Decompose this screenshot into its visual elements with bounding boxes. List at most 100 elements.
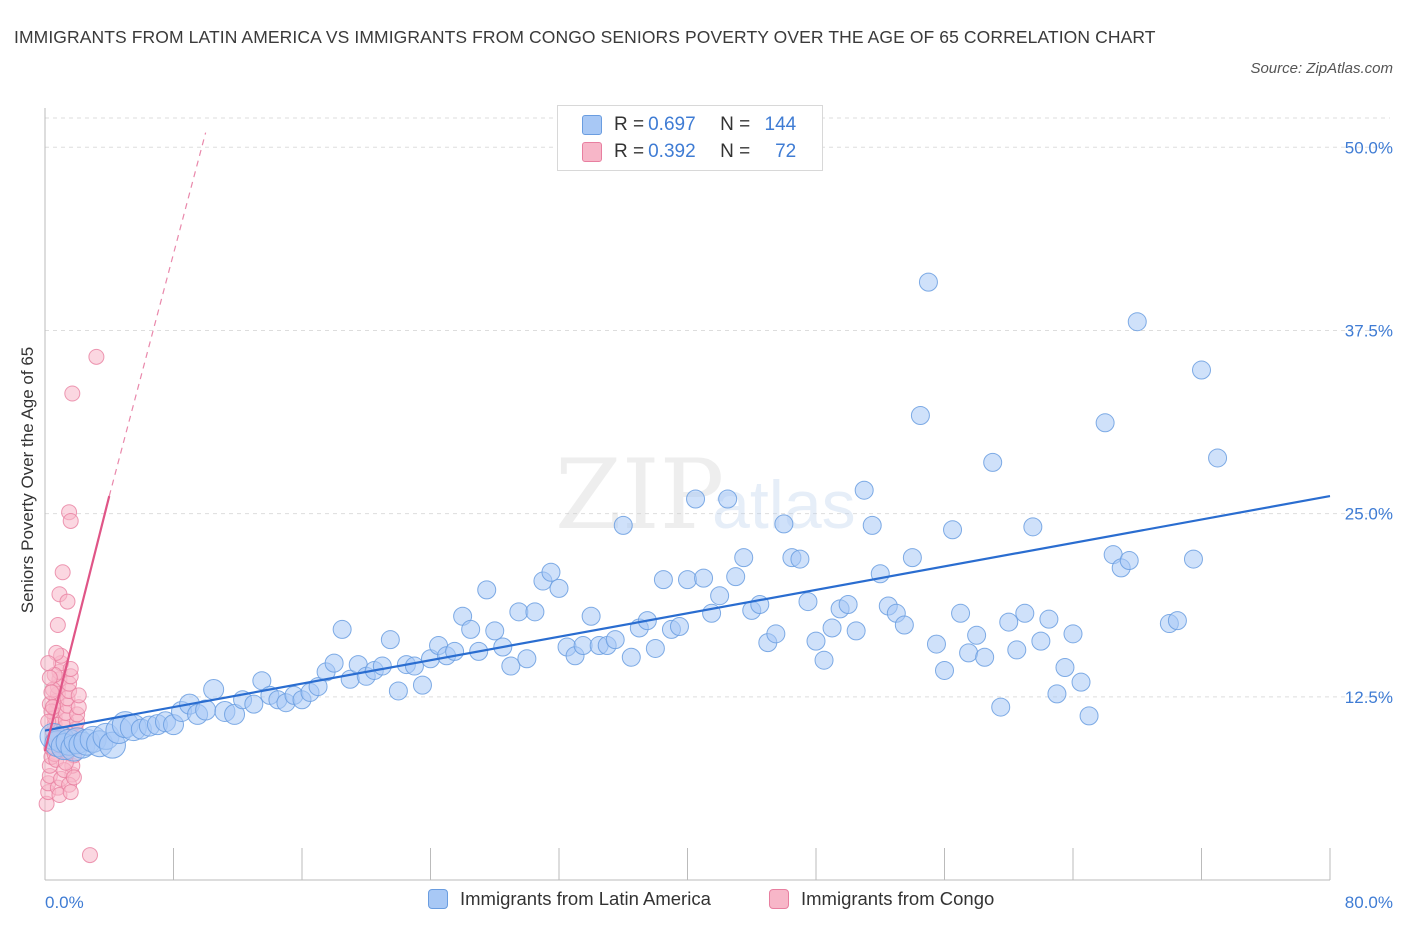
latin-america-point xyxy=(686,489,706,509)
latin-america-point xyxy=(1119,551,1139,571)
legend-row-congo: R = 0.392 N = 72 xyxy=(582,139,796,165)
legend-swatch-blue xyxy=(428,889,448,909)
latin-america-point xyxy=(822,618,842,638)
x-tick-label-max: 80.0% xyxy=(1345,893,1393,912)
latin-america-trendline xyxy=(44,494,1331,732)
legend-n-value: 144 xyxy=(764,114,797,135)
latin-america-point xyxy=(1047,684,1067,704)
latin-america-point xyxy=(581,606,601,626)
legend-item-congo[interactable]: Immigrants from Congo xyxy=(769,888,994,910)
latin-america-point xyxy=(613,515,633,535)
latin-america-point xyxy=(967,625,987,645)
legend-n-value: 72 xyxy=(775,141,797,162)
congo-points xyxy=(38,348,105,864)
latin-america-point xyxy=(838,595,858,615)
legend-r-label: R = xyxy=(614,114,645,135)
congo-point xyxy=(59,593,76,610)
latin-america-point xyxy=(1023,517,1043,537)
latin-america-point xyxy=(244,694,264,714)
legend-row-latin-america: R = 0.697 N = 144 xyxy=(582,112,796,138)
congo-point xyxy=(41,669,58,686)
latin-america-point xyxy=(1015,603,1035,623)
legend-item-latin-america[interactable]: Immigrants from Latin America xyxy=(428,888,711,910)
latin-america-point xyxy=(1127,312,1147,332)
latin-america-point xyxy=(203,679,225,700)
latin-america-point xyxy=(918,272,938,292)
latin-america-point xyxy=(653,570,673,590)
legend-swatch-pink xyxy=(769,889,789,909)
congo-point xyxy=(62,784,79,801)
legend-r-value: 0.392 xyxy=(648,141,696,162)
latin-america-point xyxy=(485,621,505,641)
latin-america-point xyxy=(1183,549,1203,569)
legend-r-label: R = xyxy=(614,141,645,162)
y-tick-label: 12.5% xyxy=(1345,688,1393,707)
latin-america-point xyxy=(509,602,529,622)
congo-point xyxy=(43,684,60,701)
chart-title: IMMIGRANTS FROM LATIN AMERICA VS IMMIGRA… xyxy=(14,27,1156,47)
congo-point xyxy=(40,655,57,672)
latin-america-point xyxy=(926,634,946,654)
legend-label-latin-america: Immigrants from Latin America xyxy=(460,888,711,909)
congo-trendline-extension xyxy=(108,132,207,497)
congo-point xyxy=(54,564,71,581)
latin-america-point xyxy=(252,671,272,691)
latin-america-point xyxy=(525,602,545,622)
congo-point xyxy=(62,512,79,529)
source-label: Source: ZipAtlas.com xyxy=(1250,60,1393,77)
latin-america-point xyxy=(605,630,625,650)
latin-america-point xyxy=(943,520,963,540)
latin-america-point xyxy=(477,580,497,600)
latin-america-point xyxy=(388,681,408,701)
y-tick-label: 50.0% xyxy=(1345,138,1393,157)
latin-america-point xyxy=(1167,611,1187,631)
latin-america-point xyxy=(975,647,995,667)
latin-america-point xyxy=(910,405,930,425)
latin-america-point xyxy=(718,489,738,509)
congo-trendline xyxy=(43,495,111,752)
latin-america-point xyxy=(501,656,521,676)
latin-america-point xyxy=(710,586,730,606)
latin-america-point xyxy=(372,656,392,676)
latin-america-point xyxy=(902,548,922,568)
x-tick-label-min: 0.0% xyxy=(45,893,84,912)
latin-america-point xyxy=(1208,448,1228,468)
correlation-legend: R = 0.697 N = 144 R = 0.392 N = 72 xyxy=(557,105,823,171)
legend-r-value: 0.697 xyxy=(648,114,696,135)
latin-america-point xyxy=(983,452,1003,472)
latin-america-point xyxy=(774,514,794,534)
watermark: ZIP atlas xyxy=(555,439,856,551)
legend-label-congo: Immigrants from Congo xyxy=(801,888,995,909)
latin-america-point xyxy=(324,653,344,673)
congo-point xyxy=(49,617,66,634)
latin-america-point xyxy=(766,624,786,644)
series-legend: Immigrants from Latin America Immigrants… xyxy=(0,888,1406,916)
congo-point xyxy=(64,385,81,402)
y-axis-label: Seniors Poverty Over the Age of 65 xyxy=(18,347,37,613)
axes xyxy=(44,108,1331,881)
latin-america-point xyxy=(806,631,826,651)
latin-america-point xyxy=(991,697,1011,717)
latin-america-point xyxy=(1039,609,1059,629)
congo-point xyxy=(81,847,98,864)
latin-america-point xyxy=(999,612,1019,632)
latin-america-point xyxy=(404,656,424,676)
latin-america-point xyxy=(862,515,882,535)
latin-america-point xyxy=(621,647,641,667)
latin-america-point xyxy=(694,568,714,588)
latin-america-point xyxy=(380,630,400,650)
latin-america-point xyxy=(894,615,914,635)
latin-america-point xyxy=(734,548,754,568)
latin-america-point xyxy=(1192,360,1211,380)
latin-america-point xyxy=(854,480,874,500)
latin-america-point xyxy=(935,660,954,680)
latin-america-point xyxy=(1063,624,1083,644)
latin-america-point xyxy=(549,578,569,598)
latin-america-point xyxy=(1007,640,1027,660)
latin-america-point xyxy=(645,638,665,658)
trendlines xyxy=(43,132,1331,752)
latin-america-point xyxy=(573,636,593,656)
latin-america-point xyxy=(814,650,834,670)
latin-america-point xyxy=(541,562,561,582)
